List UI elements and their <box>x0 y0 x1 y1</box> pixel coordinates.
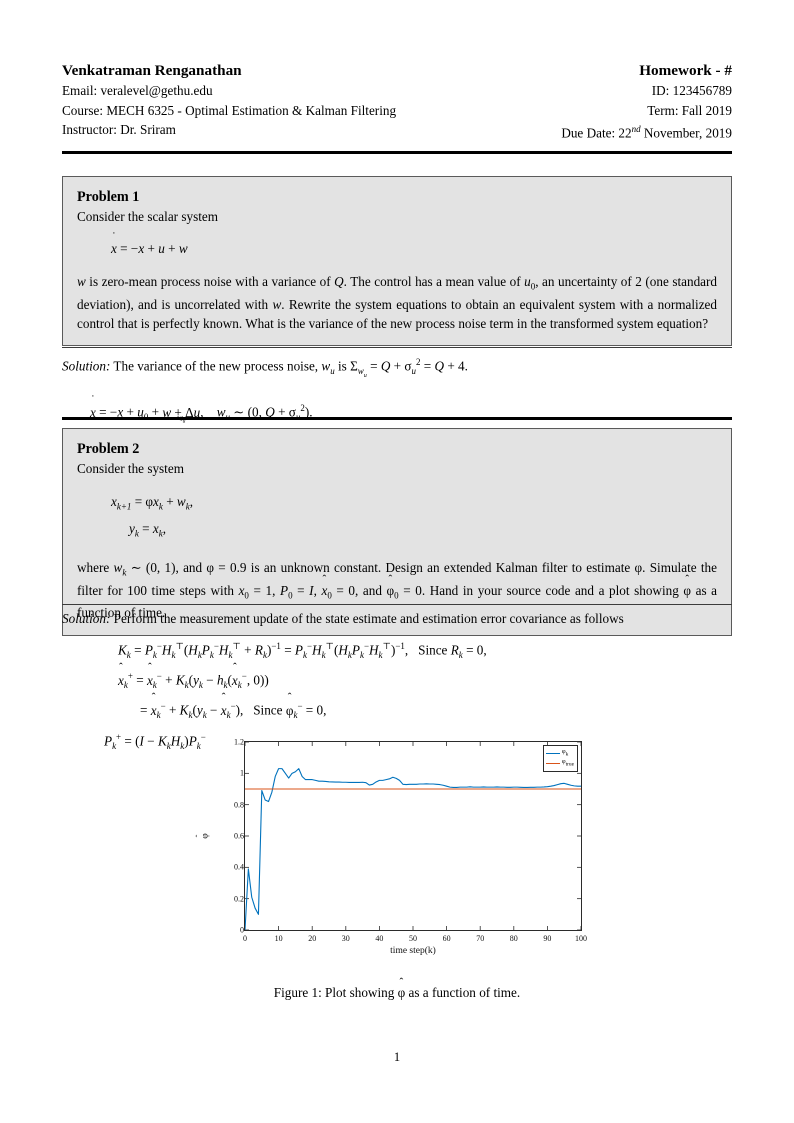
x-tick-label: 70 <box>476 934 485 943</box>
problem-1-body: w is zero-mean process noise with a vari… <box>77 274 717 331</box>
x-tick-label: 80 <box>509 934 518 943</box>
problem-2-derivation: Kk = Pk−Hk⊤(HkPk−Hk⊤ + Rk)−1 = Pk−Hk⊤(Hk… <box>104 636 732 756</box>
problem-2-solution-text: Perform the measurement update of the st… <box>113 611 624 626</box>
y-tick-label: 1.2 <box>234 737 244 747</box>
due-date-ordinal: nd <box>631 124 641 135</box>
assignment-title: Homework - # <box>639 62 732 79</box>
derivation-line-2: ˆ xk+ = ˆ xk− + Kk(yk − hk(ˆ xk−, 0)) <box>118 661 269 691</box>
legend-entry-truth: φtrue <box>545 758 574 768</box>
problem-2-solution-rule <box>62 604 732 605</box>
course-name: Course: MECH 6325 - Optimal Estimation &… <box>62 102 397 118</box>
y-tick-label: 1 <box>240 768 244 778</box>
problem-1-solution: Solution: The variance of the new proces… <box>62 353 732 428</box>
problem-2-intro: Consider the system <box>77 461 184 476</box>
problem-2-title: Problem 2 <box>77 441 140 457</box>
x-tick-label: 0 <box>243 934 247 943</box>
legend-label-truth: φtrue <box>561 758 574 768</box>
problem-2-divider-rule <box>62 417 732 420</box>
author-email: Email: veralevel@gethu.edu <box>62 83 213 98</box>
problem-1-solution-line: Solution: The variance of the new proces… <box>62 357 468 379</box>
derivation-line-3: = ˆ xk− + Kk(yk − ˆ xk−), Since ˆ φk− = 0, <box>140 691 327 721</box>
problem-2-equation-2: yk = xk, <box>129 520 167 539</box>
caption-suffix: as a function of time. <box>405 985 521 1000</box>
problem-1-solution-label: Solution: <box>62 358 111 374</box>
derivation-line-4: Pk+ = (I − KkHk)Pk− <box>104 731 206 751</box>
header-left-column: Venkatraman Renganathan Email: veralevel… <box>62 60 396 140</box>
y-tick-label: 0.6 <box>234 831 244 841</box>
x-tick-label: 100 <box>575 934 587 943</box>
derivation-line-1: Kk = Pk−Hk⊤(HkPk−Hk⊤ + Rk)−1 = Pk−Hk⊤(Hk… <box>118 641 487 661</box>
header-divider-rule <box>62 151 732 154</box>
problem-2-solution: Solution: Perform the measurement update… <box>62 610 732 757</box>
problem-1-solution-rule <box>62 347 732 348</box>
x-tick-label: 40 <box>375 934 384 943</box>
plot-canvas <box>245 742 581 930</box>
x-tick-label: 50 <box>409 934 417 943</box>
problem-2-body: where wk ∼ (0, 1), and φ = 0.9 is an unk… <box>77 559 718 621</box>
due-date: Due Date: 22nd November, 2019 <box>561 120 732 143</box>
legend-entry-estimate: φk <box>545 748 574 758</box>
problem-1-box: Problem 1 Consider the scalar system ˙ x … <box>62 176 732 346</box>
plot-axes: φk φtrue <box>244 741 582 931</box>
y-tick-label: 0.2 <box>234 894 244 904</box>
instructor-name: Instructor: Dr. Sriram <box>62 122 176 138</box>
x-tick-label: 20 <box>308 934 317 943</box>
term: Term: Fall 2019 <box>647 102 732 118</box>
legend-swatch-truth <box>545 762 560 764</box>
y-tick-label: 0.4 <box>234 862 244 872</box>
legend-swatch-estimate <box>545 752 560 754</box>
problem-2-solution-line: Solution: Perform the measurement update… <box>62 610 732 628</box>
x-tick-label: 60 <box>442 934 451 943</box>
caption-prefix: Figure 1: Plot showing <box>273 985 398 1000</box>
page-number: 1 <box>393 1050 401 1064</box>
plot-legend: φk φtrue <box>542 745 578 772</box>
problem-2-equation-1: xk+1 = φxk + wk, <box>111 494 193 512</box>
due-date-suffix: November, 2019 <box>640 125 732 141</box>
plot-x-axis-label: time step(k) <box>390 946 436 956</box>
problem-1-solution-equation: ˙x = −x + u0 + w + Δu⏟wu, wu ∼ (0, Q + σ… <box>90 393 313 425</box>
problem-2-solution-label: Solution: <box>62 611 111 626</box>
problem-2-equations: xk+1 = φxk + wk, yk = xk, <box>111 491 717 544</box>
student-id: ID: 123456789 <box>651 83 732 98</box>
y-tick-label: 0.8 <box>234 800 244 810</box>
due-date-prefix: Due Date: 22 <box>561 125 632 141</box>
author-name: Venkatraman Renganathan <box>62 62 242 79</box>
problem-1-title: Problem 1 <box>77 189 140 205</box>
problem-2-box: Problem 2 Consider the system xk+1 = φxk… <box>62 428 732 636</box>
phi-estimate-plot: φk φtrue 0 0.2 0.4 0.6 0.8 1 1.2 0 10 20 30 40 50 60… <box>194 735 592 965</box>
header-right-column: Homework - # ID: 123456789 Term: Fall 20… <box>561 60 732 143</box>
figure-1: φk φtrue 0 0.2 0.4 0.6 0.8 1 1.2 0 10 20 30 40 50 60… <box>0 735 794 1001</box>
x-tick-label: 30 <box>341 934 350 943</box>
problem-1-equation: ˙ x = −x + u + w <box>111 231 188 257</box>
problem-1-intro: Consider the scalar system <box>77 209 218 224</box>
x-tick-label: 10 <box>274 934 283 943</box>
legend-label-estimate: φk <box>561 748 569 758</box>
document-header: Venkatraman Renganathan Email: veralevel… <box>62 60 732 143</box>
y-tick-label: 0 <box>240 925 244 935</box>
x-tick-label: 90 <box>543 934 552 943</box>
